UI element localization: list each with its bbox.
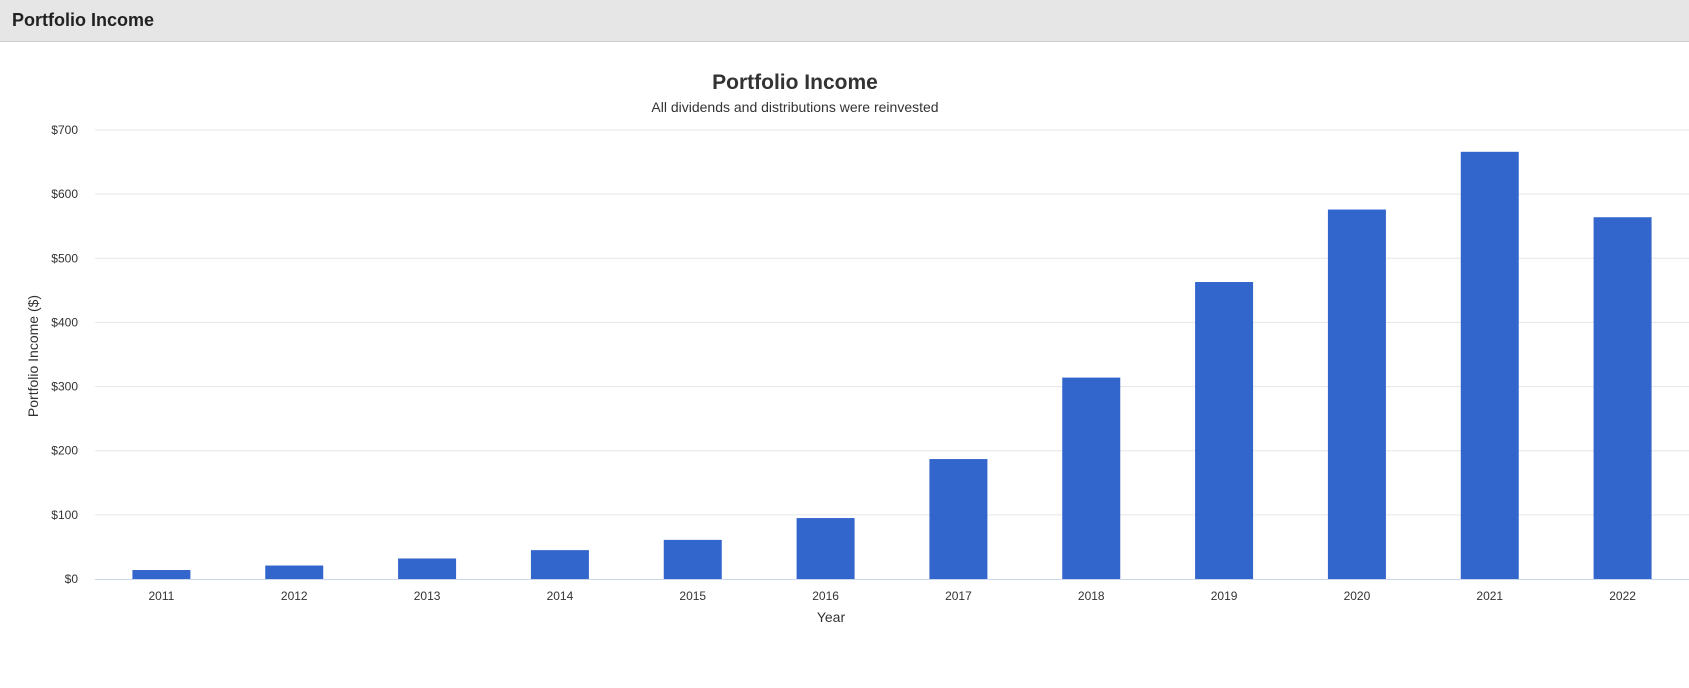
y-tick-labels: $0 $100 $200 $300 $400 $500 $600 $700 [51, 123, 78, 586]
y-tick-label: $100 [51, 508, 78, 522]
y-tick-label: $300 [51, 380, 78, 394]
x-axis-title: Year [817, 609, 846, 625]
bar-2016[interactable] [796, 518, 855, 579]
x-tick-label: 2011 [149, 589, 175, 603]
bar-2022[interactable] [1593, 217, 1652, 579]
x-tick-labels: 2011 2012 2013 2014 2015 2016 2017 2018 2019 2020… [149, 589, 1637, 603]
bar-2018[interactable] [1062, 377, 1121, 579]
panel-header: Portfolio Income [0, 0, 1689, 42]
x-tick-label: 2017 [945, 589, 972, 603]
x-tick-label: 2021 [1476, 589, 1503, 603]
bar-2017[interactable] [929, 459, 988, 579]
y-tick-label: $700 [51, 123, 78, 137]
chart-title: Portfolio Income [712, 71, 878, 94]
y-tick-label: $0 [65, 572, 79, 586]
x-tick-label: 2013 [414, 589, 441, 603]
bar-2011[interactable] [132, 570, 191, 579]
x-tick-label: 2022 [1609, 589, 1636, 603]
x-tick-label: 2020 [1344, 589, 1371, 603]
x-tick-label: 2019 [1211, 589, 1238, 603]
x-tick-label: 2012 [281, 589, 308, 603]
panel-title: Portfolio Income [12, 10, 155, 30]
gridlines [95, 129, 1689, 516]
bar-2012[interactable] [265, 565, 324, 579]
bar-2014[interactable] [530, 550, 589, 579]
y-tick-label: $400 [51, 315, 78, 329]
x-tick-label: 2015 [679, 589, 706, 603]
y-tick-label: $500 [51, 251, 78, 265]
y-tick-label: $600 [51, 187, 78, 201]
x-tick-label: 2014 [547, 589, 574, 603]
bar-2013[interactable] [398, 558, 457, 579]
chart-subtitle: All dividends and distributions were rei… [651, 99, 938, 115]
bar-2015[interactable] [663, 539, 722, 579]
x-tick-label: 2018 [1078, 589, 1105, 603]
portfolio-income-chart: Portfolio Income All dividends and distr… [25, 71, 1689, 625]
y-tick-label: $200 [51, 444, 78, 458]
bar-2020[interactable] [1327, 209, 1386, 579]
y-axis-title: Portfolio Income ($) [25, 295, 41, 417]
bars [132, 151, 1652, 579]
bar-2021[interactable] [1460, 151, 1519, 579]
x-tick-label: 2016 [812, 589, 839, 603]
bar-2019[interactable] [1195, 282, 1254, 579]
